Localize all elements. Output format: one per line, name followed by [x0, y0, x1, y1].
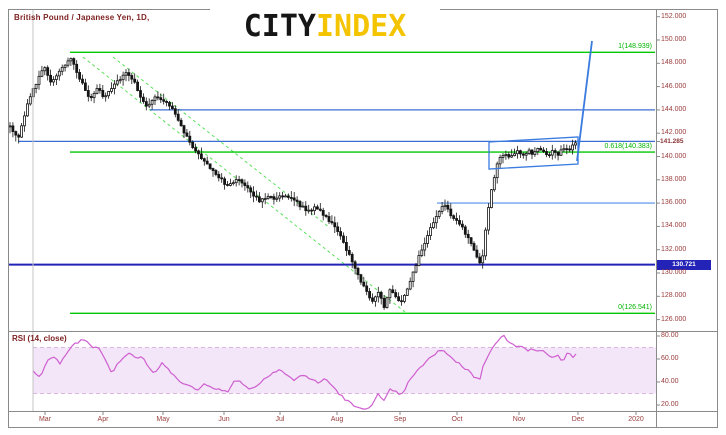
- time-tick-label: Apr: [97, 416, 109, 423]
- time-tick-label: 2020: [628, 416, 644, 423]
- rsi-tick-label: 40.00: [661, 378, 679, 385]
- price-tick-label: 132.000: [661, 245, 687, 253]
- fib-level-label: 0(126.541): [618, 304, 652, 312]
- time-tick-label: Jun: [218, 416, 230, 423]
- price-tick-label: 130.000: [661, 269, 687, 276]
- time-tick-label: Dec: [571, 416, 585, 423]
- price-tick-label: 146.000: [661, 82, 687, 90]
- price-tick-label: 144.000: [661, 105, 687, 113]
- rsi-tick-label: 60.00: [661, 355, 679, 362]
- logo-index-text: INDEX: [315, 9, 407, 44]
- time-tick-label: Jul: [275, 416, 285, 423]
- price-tick-label: 136.000: [661, 199, 687, 207]
- instrument-title: British Pound / Japanese Yen, 1D,: [14, 13, 150, 22]
- rsi-tick-label: 80.00: [661, 332, 679, 339]
- price-tick-label: 138.000: [661, 175, 687, 183]
- price-tick-label: 134.000: [661, 222, 687, 230]
- time-tick-label: Nov: [512, 416, 526, 423]
- time-tick-label: Aug: [330, 416, 344, 423]
- price-tick-label: 150.000: [661, 36, 687, 43]
- price-tick-label: 140.000: [661, 152, 687, 160]
- price-tick-label: 152.000: [661, 12, 687, 20]
- fib-level-label: 1(148.939): [618, 43, 652, 51]
- price-tick-label: 142.000: [661, 129, 687, 137]
- time-tick-label: Oct: [451, 416, 463, 423]
- time-tick-label: Mar: [38, 416, 52, 423]
- time-tick-label: May: [156, 416, 170, 423]
- rsi-panel[interactable]: [9, 332, 655, 410]
- price-tick-label: 126.000: [661, 315, 687, 323]
- rsi-tick-label: 20.00: [661, 401, 679, 408]
- price-tick-label: 128.000: [661, 292, 687, 300]
- price-tick-label: 148.000: [661, 59, 687, 67]
- current-price-label: 141.285: [660, 138, 684, 146]
- price-axis[interactable]: [657, 10, 717, 410]
- logo-city-text: CITY: [243, 9, 316, 44]
- fib-level-label: 0.618(140.383): [604, 143, 652, 151]
- cityindex-logo: CITY INDEX: [210, 4, 440, 50]
- rsi-indicator-label: RSI (14, close): [12, 334, 67, 343]
- price-panel[interactable]: [9, 10, 655, 330]
- time-tick-label: Sep: [393, 416, 407, 423]
- highlighted-price-badge: 130.721: [657, 259, 711, 270]
